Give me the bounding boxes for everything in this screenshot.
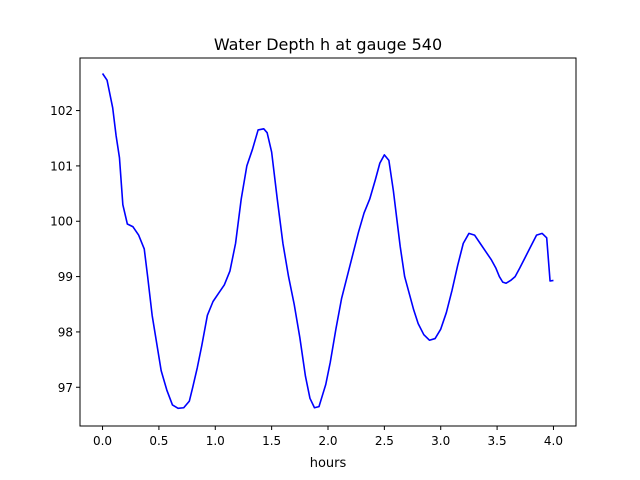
y-tick-label: 98 <box>58 325 73 339</box>
chart-title: Water Depth h at gauge 540 <box>214 35 442 54</box>
x-tick-label: 2.5 <box>375 434 394 448</box>
series-line <box>101 73 554 410</box>
y-tick-label: 102 <box>50 104 73 118</box>
x-tick-label: 1.5 <box>262 434 281 448</box>
y-tick-label: 99 <box>58 270 73 284</box>
x-tick-label: 1.0 <box>206 434 225 448</box>
x-tick-label: 3.0 <box>431 434 450 448</box>
y-tick-label: 97 <box>58 381 73 395</box>
series-layer <box>101 73 554 410</box>
x-tick-label: 3.5 <box>488 434 507 448</box>
x-tick-label: 0.5 <box>149 434 168 448</box>
x-tick-label: 2.0 <box>318 434 337 448</box>
x-tick-label: 4.0 <box>544 434 563 448</box>
y-tick-label: 100 <box>50 215 73 229</box>
x-axis-label: hours <box>310 456 347 471</box>
x-axis: 0.0 0.5 1.0 1.5 2.0 2.5 3.0 3.5 4.0 <box>93 426 563 448</box>
y-axis: 97 98 99 100 101 102 <box>50 104 80 395</box>
y-tick-label: 101 <box>50 159 73 173</box>
x-tick-label: 0.0 <box>93 434 112 448</box>
